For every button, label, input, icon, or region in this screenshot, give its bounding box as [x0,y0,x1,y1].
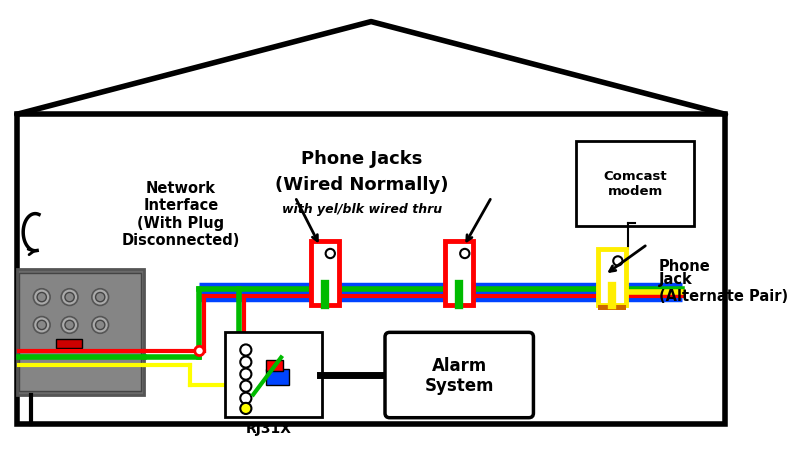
Circle shape [65,321,74,330]
Circle shape [460,249,470,258]
Text: Comcast
modem: Comcast modem [603,170,667,198]
Text: Phone Jacks: Phone Jacks [301,150,422,168]
Bar [446,242,473,305]
Circle shape [326,249,335,258]
Bar [266,360,283,372]
Circle shape [34,317,50,334]
Circle shape [240,381,251,392]
Circle shape [62,289,78,306]
Circle shape [92,317,109,334]
FancyBboxPatch shape [576,142,694,226]
Bar [266,369,290,385]
Bar [17,270,144,395]
Bar [598,305,626,310]
Circle shape [95,321,105,330]
Bar [310,242,338,305]
Bar [56,339,82,348]
Text: Jack: Jack [658,272,693,286]
Circle shape [195,346,204,356]
FancyBboxPatch shape [385,333,534,418]
Text: (Alternate Pair): (Alternate Pair) [658,288,788,303]
Circle shape [240,369,251,380]
Circle shape [95,293,105,302]
Text: Alarm
System: Alarm System [425,356,494,395]
FancyBboxPatch shape [226,333,322,417]
Circle shape [240,357,251,368]
Circle shape [37,293,46,302]
Circle shape [92,289,109,306]
Text: with yel/blk wired thru: with yel/blk wired thru [282,203,442,216]
Text: Phone: Phone [658,258,710,273]
Bar [598,249,626,305]
Circle shape [37,321,46,330]
Circle shape [34,289,50,306]
Circle shape [240,403,251,414]
Text: (Wired Normally): (Wired Normally) [275,175,449,193]
Bar [17,115,726,424]
Circle shape [62,317,78,334]
Bar [19,273,141,391]
Text: RJ31X: RJ31X [246,421,292,435]
Circle shape [614,257,622,266]
Circle shape [65,293,74,302]
Text: Network
Interface
(With Plug
Disconnected): Network Interface (With Plug Disconnecte… [122,180,240,248]
Circle shape [240,345,251,356]
Circle shape [240,393,251,404]
